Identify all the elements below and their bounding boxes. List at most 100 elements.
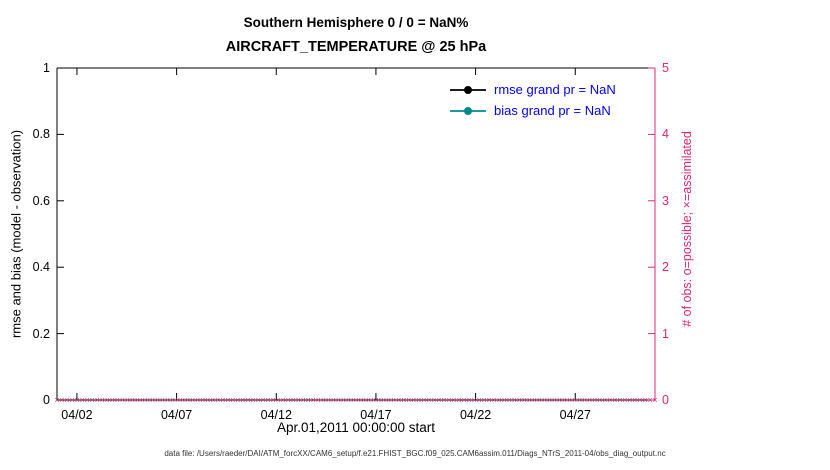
assimilated-obs-marker: × — [64, 395, 69, 405]
assimilated-obs-marker: × — [421, 395, 426, 405]
assimilated-obs-marker: × — [647, 395, 652, 405]
y-tick-label-right: 0 — [662, 393, 669, 407]
assimilated-obs-marker: × — [321, 395, 326, 405]
assimilated-obs-marker: × — [582, 395, 587, 405]
assimilated-obs-marker: × — [487, 395, 492, 405]
assimilated-obs-marker: × — [587, 395, 592, 405]
assimilated-obs-marker: × — [622, 395, 627, 405]
assimilated-obs-marker: × — [135, 395, 140, 405]
assimilated-obs-marker: × — [210, 395, 215, 405]
y-tick-label-left: 0.4 — [32, 260, 50, 275]
y-tick-label-right: 1 — [662, 326, 669, 341]
assimilated-obs-marker: × — [391, 395, 396, 405]
assimilated-obs-marker: × — [507, 395, 512, 405]
assimilated-obs-marker: × — [617, 395, 622, 405]
left-y-axis-label: rmse and bias (model - observation) — [8, 129, 24, 339]
y-tick-label-right: 5 — [662, 61, 669, 75]
assimilated-obs-marker: × — [260, 395, 265, 405]
assimilated-obs-marker: × — [592, 395, 597, 405]
assimilated-obs-marker: × — [296, 395, 301, 405]
assimilated-obs-marker: × — [311, 395, 316, 405]
assimilated-obs-marker: × — [497, 395, 502, 405]
assimilated-obs-marker: × — [552, 395, 557, 405]
y-tick-label-right: 3 — [662, 193, 669, 208]
x-tick-label: 04/27 — [559, 408, 591, 422]
legend: rmse grand pr = NaN bias grand pr = NaN — [449, 79, 616, 121]
data-file-caption: data file: /Users/raeder/DAI/ATM_forcXX/… — [164, 449, 666, 458]
assimilated-obs-marker: × — [54, 395, 59, 405]
y-tick-label-left: 0.6 — [32, 193, 50, 208]
assimilated-obs-marker: × — [190, 395, 195, 405]
assimilated-obs-marker: × — [361, 395, 366, 405]
y-tick-label-left: 0 — [43, 393, 50, 407]
assimilated-obs-marker: × — [215, 395, 220, 405]
assimilated-obs-marker: × — [642, 395, 647, 405]
assimilated-obs-marker: × — [140, 395, 145, 405]
assimilated-obs-marker: × — [386, 395, 391, 405]
assimilated-obs-marker: × — [512, 395, 517, 405]
x-tick-label: 04/17 — [360, 408, 392, 422]
assimilated-obs-marker: × — [301, 395, 306, 405]
assimilated-obs-marker: × — [105, 395, 110, 405]
assimilated-obs-marker: × — [90, 395, 95, 405]
assimilated-obs-marker: × — [356, 395, 361, 405]
assimilated-obs-marker: × — [331, 395, 336, 405]
assimilated-obs-marker: × — [441, 395, 446, 405]
rmse-legend-marker — [450, 85, 486, 94]
assimilated-obs-marker: × — [155, 395, 160, 405]
y-tick-label-right: 4 — [662, 127, 669, 142]
assimilated-obs-marker: × — [381, 395, 386, 405]
assimilated-obs-marker: × — [652, 395, 657, 405]
plot-subtitle: AIRCRAFT_TEMPERATURE @ 25 hPa — [225, 39, 487, 55]
assimilated-obs-marker: × — [281, 395, 286, 405]
x-tick-label: 04/12 — [260, 408, 292, 422]
assimilated-obs-marker: × — [336, 395, 341, 405]
assimilated-obs-marker: × — [562, 395, 567, 405]
assimilated-obs-marker: × — [240, 395, 245, 405]
assimilated-obs-marker: × — [165, 395, 170, 405]
legend-row-bias: bias grand pr = NaN — [449, 100, 616, 121]
assimilated-obs-marker: × — [175, 395, 180, 405]
assimilated-obs-marker: × — [607, 395, 612, 405]
assimilated-obs-marker: × — [401, 395, 406, 405]
assimilated-obs-marker: × — [110, 395, 115, 405]
assimilated-obs-marker: × — [547, 395, 552, 405]
assimilated-obs-marker: × — [637, 395, 642, 405]
assimilated-obs-marker: × — [95, 395, 100, 405]
assimilated-obs-marker: × — [59, 395, 64, 405]
assimilated-obs-marker: × — [537, 395, 542, 405]
assimilated-obs-marker: × — [371, 395, 376, 405]
assimilated-obs-marker: × — [316, 395, 321, 405]
assimilated-obs-marker: × — [69, 395, 74, 405]
assimilated-obs-marker: × — [205, 395, 210, 405]
assimilated-obs-marker: × — [170, 395, 175, 405]
assimilated-obs-marker: × — [471, 395, 476, 405]
assimilated-obs-marker: × — [502, 395, 507, 405]
assimilated-obs-marker: × — [125, 395, 130, 405]
assimilated-obs-marker: × — [517, 395, 522, 405]
assimilated-obs-marker: × — [245, 395, 250, 405]
assimilated-obs-marker: × — [286, 395, 291, 405]
assimilated-obs-marker: × — [130, 395, 135, 405]
assimilated-obs-marker: × — [100, 395, 105, 405]
assimilated-obs-marker: × — [522, 395, 527, 405]
y-tick-label-left: 1 — [43, 61, 50, 75]
plot-title: Southern Hemisphere 0 / 0 = NaN% — [243, 15, 469, 30]
assimilated-obs-marker: × — [220, 395, 225, 405]
assimilated-obs-marker: × — [446, 395, 451, 405]
assimilated-obs-marker: × — [351, 395, 356, 405]
assimilated-obs-marker: × — [230, 395, 235, 405]
assimilated-obs-marker: × — [476, 395, 481, 405]
assimilated-obs-marker: × — [291, 395, 296, 405]
assimilated-obs-marker: × — [612, 395, 617, 405]
assimilated-obs-marker: × — [341, 395, 346, 405]
assimilated-obs-marker: × — [482, 395, 487, 405]
assimilated-obs-marker: × — [275, 395, 280, 405]
assimilated-obs-marker: × — [250, 395, 255, 405]
assimilated-obs-marker: × — [597, 395, 602, 405]
y-tick-label-right: 2 — [662, 260, 669, 275]
assimilated-obs-marker: × — [632, 395, 637, 405]
